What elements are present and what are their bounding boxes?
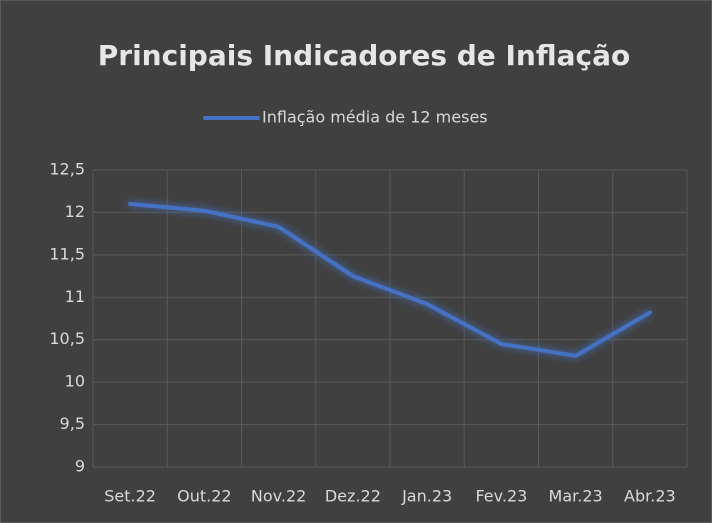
y-tick-label: 11 (65, 287, 85, 306)
x-tick-label: Fev.23 (475, 487, 527, 506)
data-line (128, 201, 652, 358)
x-tick-label: Dez.22 (325, 487, 381, 506)
y-tick-label: 9,5 (60, 414, 85, 433)
y-tick-label: 9 (75, 457, 85, 476)
legend-label: Inflação média de 12 meses (262, 108, 488, 127)
y-tick-label: 10,5 (49, 329, 85, 348)
x-tick-label: Abr.23 (624, 487, 676, 506)
x-tick-label: Out.22 (177, 487, 231, 506)
x-tick-label: Mar.23 (549, 487, 603, 506)
x-tick-label: Set.22 (104, 487, 156, 506)
chart-title: Principais Indicadores de Inflação (98, 39, 631, 72)
y-tick-label: 12,5 (49, 160, 85, 179)
y-tick-label: 12 (65, 202, 85, 221)
x-tick-label: Nov.22 (251, 487, 306, 506)
y-tick-label: 10 (65, 372, 85, 391)
x-tick-label: Jan.23 (401, 487, 452, 506)
y-tick-label: 11,5 (49, 244, 85, 263)
